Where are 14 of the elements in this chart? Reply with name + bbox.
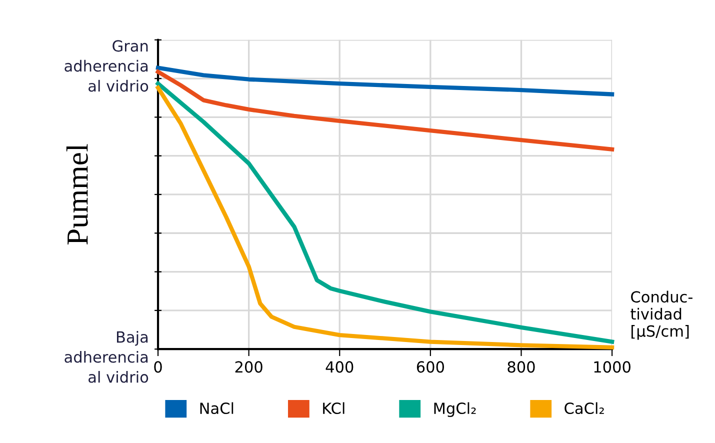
x-tick-label: 400	[326, 361, 354, 373]
x-tick-label: 1000	[594, 361, 630, 373]
legend-label: MgCl₂	[434, 402, 476, 418]
x-axis-title: Conduc- tividad [µS/cm]	[630, 290, 692, 340]
x-tick-label: 800	[508, 361, 535, 373]
x-tick-label: 200	[235, 361, 262, 373]
legend-label: CaCl₂	[564, 402, 604, 414]
text: Gran adherencia al vidrio	[64, 40, 148, 92]
x-tick-label: 600	[416, 361, 444, 373]
y-axis-title: Pummel	[66, 144, 88, 245]
x-tick-label: 0	[154, 361, 162, 373]
text: Baja adherencia al vidrio	[64, 330, 148, 383]
legend-label: KCl	[323, 402, 344, 414]
legend-label: NaCl	[200, 402, 234, 414]
